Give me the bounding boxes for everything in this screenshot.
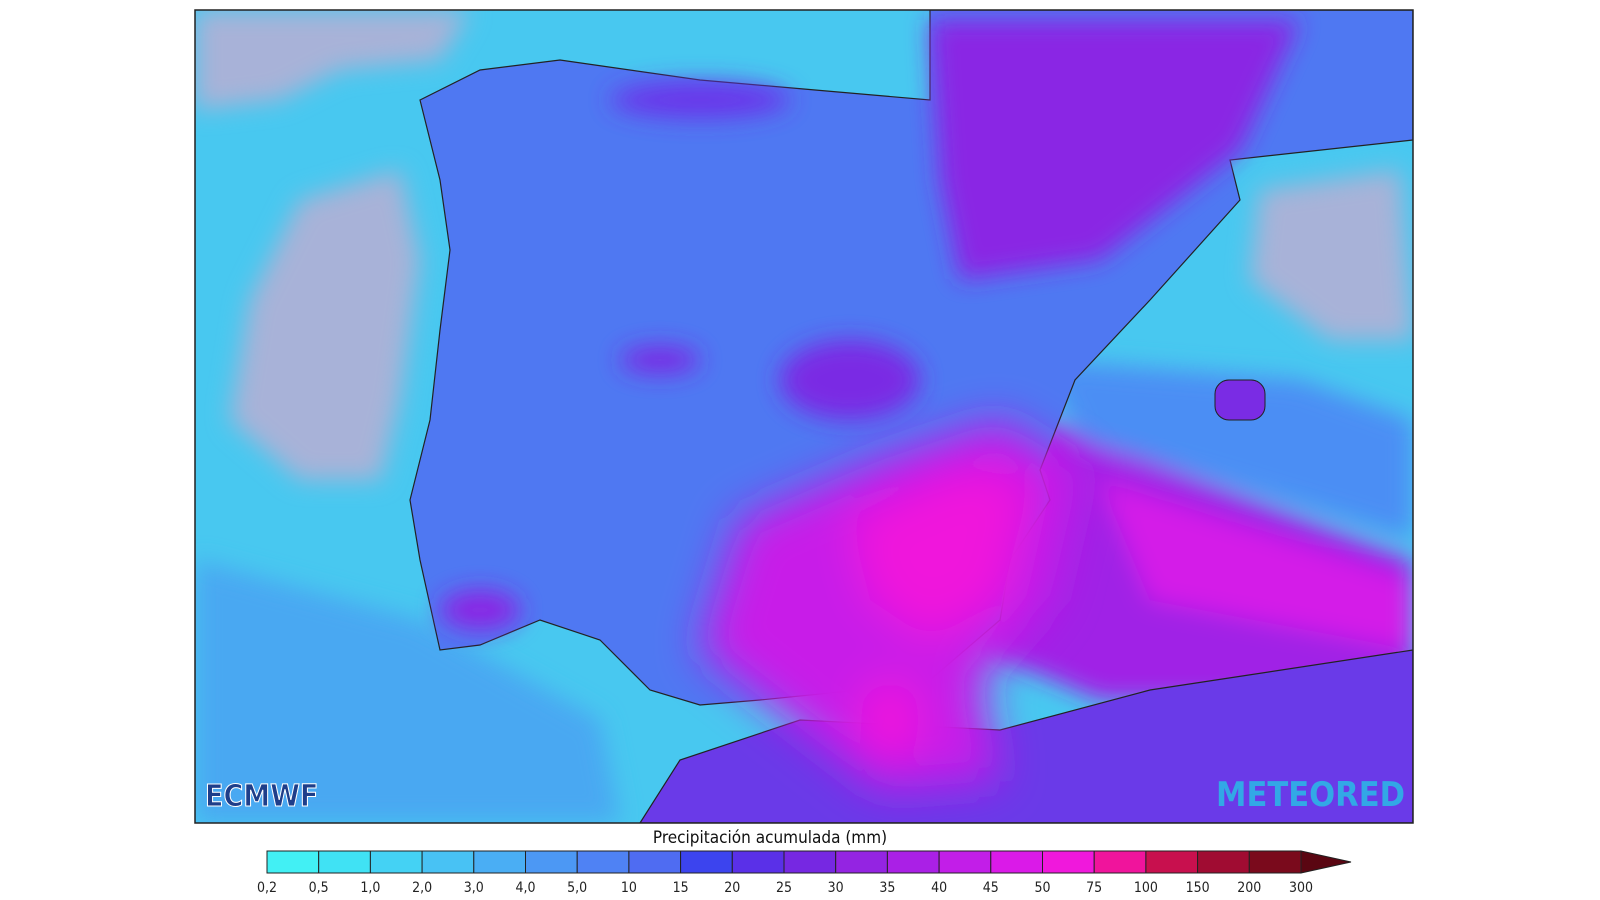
balearic-islands <box>1214 379 1266 421</box>
colorbar-segment <box>835 850 888 874</box>
colorbar-label: 10 <box>621 880 637 896</box>
colorbar-segment <box>1145 850 1199 874</box>
colorbar-segment <box>525 850 578 874</box>
meteored-logo: METEORED <box>1216 775 1405 815</box>
colorbar-label: 20 <box>724 880 740 896</box>
colorbar-arrow <box>1300 850 1352 874</box>
sea-precipitation <box>195 360 1413 823</box>
north-africa-land <box>639 649 1413 823</box>
colorbar-label: 15 <box>673 880 689 896</box>
colorbar-label: 4,0 <box>515 880 535 896</box>
colorbar-segment <box>576 850 630 874</box>
colorbar-label: 200 <box>1237 880 1261 896</box>
rain-patches <box>440 20 1300 630</box>
colorbar-segment <box>886 850 940 874</box>
colorbar-label: 300 <box>1289 880 1313 896</box>
colorbar-label: 30 <box>828 880 844 896</box>
colorbar-segment <box>369 850 423 874</box>
colorbar-label: 1,0 <box>360 880 380 896</box>
colorbar: 0,2 0,5 1,0 2,0 3,0 4,0 5,0 10 15 20 25 30 35 40 45 50 7… <box>257 850 1352 896</box>
colorbar-label: 5,0 <box>567 880 587 896</box>
heavy-rain-area <box>700 420 1080 790</box>
colorbar-label: 100 <box>1134 880 1158 896</box>
colorbar-segment <box>628 850 682 874</box>
map-frame <box>194 9 1414 824</box>
colorbar-label: 45 <box>983 880 999 896</box>
colorbar-segment <box>266 850 320 874</box>
colorbar-label: 25 <box>776 880 792 896</box>
colorbar-segment <box>783 850 837 874</box>
colorbar-label: 75 <box>1086 880 1102 896</box>
colorbar-segment <box>731 850 785 874</box>
colorbar-label: 40 <box>931 880 947 896</box>
colorbar-segment <box>990 850 1043 874</box>
colorbar-label: 50 <box>1034 880 1050 896</box>
colorbar-segment <box>318 850 371 874</box>
colorbar-segment <box>1248 850 1302 874</box>
colorbar-segment <box>1093 850 1147 874</box>
dry-sea-areas <box>195 10 1413 480</box>
legend-title: Precipitación acumulada (mm) <box>653 828 887 848</box>
colorbar-segment <box>938 850 992 874</box>
colorbar-label: 150 <box>1186 880 1210 896</box>
colorbar-segment <box>1197 850 1250 874</box>
colorbar-label: 3,0 <box>464 880 484 896</box>
colorbar-label: 2,0 <box>412 880 432 896</box>
colorbar-label: 0,2 <box>257 880 277 896</box>
precipitation-map: ECMWF METEORED <box>195 10 1413 823</box>
colorbar-segment <box>473 850 526 874</box>
colorbar-segment <box>680 850 733 874</box>
colorbar-segment <box>1042 850 1095 874</box>
colorbar-segment <box>421 850 475 874</box>
ecmwf-logo: ECMWF <box>205 779 318 814</box>
colorbar-label: 35 <box>879 880 895 896</box>
colorbar-label: 0,5 <box>309 880 329 896</box>
